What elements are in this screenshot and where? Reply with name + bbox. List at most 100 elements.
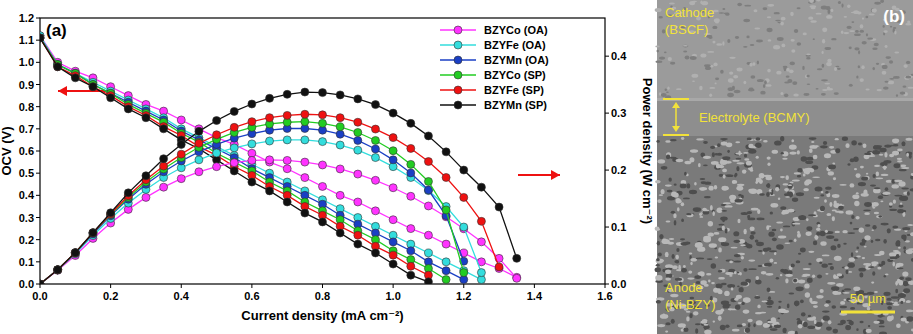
- data-point: [230, 158, 238, 166]
- texture: [689, 253, 693, 255]
- data-point: [213, 149, 221, 157]
- texture: [827, 59, 831, 63]
- y2-tick-label: 0.3: [611, 107, 626, 119]
- texture: [766, 192, 770, 197]
- texture: [883, 166, 887, 169]
- texture: [843, 243, 846, 245]
- data-point: [301, 174, 309, 182]
- texture: [906, 310, 913, 313]
- data-point: [107, 94, 115, 102]
- texture: [831, 9, 834, 12]
- texture: [797, 168, 802, 173]
- x-tick: [605, 284, 606, 288]
- y-axis-label: OCV (V): [0, 126, 14, 175]
- texture: [766, 300, 774, 305]
- texture: [820, 145, 828, 148]
- texture: [690, 56, 697, 60]
- texture: [816, 88, 819, 90]
- texture: [895, 281, 898, 286]
- texture: [854, 201, 859, 206]
- texture: [691, 74, 698, 78]
- texture: [806, 53, 810, 55]
- texture: [803, 93, 809, 96]
- texture: [783, 328, 787, 333]
- texture: [793, 278, 797, 282]
- texture: [835, 66, 839, 68]
- texture: [835, 231, 840, 233]
- texture: [782, 269, 788, 274]
- texture: [876, 215, 882, 218]
- texture: [831, 38, 836, 40]
- texture: [907, 191, 910, 195]
- texture: [893, 200, 896, 204]
- data-point: [389, 251, 397, 259]
- texture: [674, 184, 677, 186]
- texture: [822, 28, 827, 33]
- texture: [874, 165, 880, 167]
- texture: [748, 149, 756, 154]
- texture: [666, 221, 671, 223]
- data-point: [389, 134, 397, 142]
- series-line: [40, 92, 517, 284]
- texture: [657, 324, 665, 327]
- texture: [900, 165, 906, 167]
- texture: [703, 324, 708, 326]
- texture: [744, 154, 747, 158]
- texture: [795, 331, 798, 334]
- arrow-head: [672, 102, 680, 108]
- texture: [708, 37, 712, 39]
- series-line: [40, 38, 428, 282]
- texture: [897, 209, 904, 213]
- texture: [736, 67, 742, 71]
- texture: [658, 252, 662, 256]
- marker-line: [663, 134, 689, 136]
- texture: [871, 282, 874, 284]
- data-point: [301, 158, 309, 166]
- texture: [789, 240, 793, 242]
- legend-label: BZYFe (OA): [484, 39, 546, 51]
- texture: [903, 85, 907, 87]
- texture: [809, 137, 817, 140]
- texture: [703, 210, 710, 212]
- data-point: [513, 274, 521, 282]
- texture: [884, 152, 887, 157]
- texture: [713, 320, 716, 322]
- texture: [846, 26, 851, 29]
- series-line: [40, 160, 517, 284]
- texture: [722, 156, 730, 160]
- texture: [754, 296, 760, 299]
- legend-marker: [454, 71, 462, 79]
- y-tick-label: 0.6: [19, 145, 34, 157]
- texture: [824, 199, 827, 203]
- y-tick: [36, 217, 40, 218]
- data-point: [266, 114, 274, 122]
- texture: [778, 309, 786, 313]
- texture: [831, 305, 836, 309]
- legend-marker: [454, 56, 462, 64]
- texture: [707, 258, 713, 260]
- texture: [701, 181, 707, 184]
- data-point: [177, 175, 185, 183]
- texture: [740, 244, 746, 246]
- data-point: [230, 123, 238, 131]
- texture: [905, 23, 911, 25]
- data-point: [336, 141, 344, 149]
- texture: [726, 174, 733, 176]
- texture: [910, 188, 913, 191]
- texture: [734, 261, 741, 263]
- texture: [706, 273, 711, 276]
- data-point: [160, 162, 168, 170]
- texture: [807, 277, 813, 283]
- texture: [832, 216, 835, 221]
- texture: [800, 300, 804, 304]
- texture: [768, 231, 774, 236]
- data-point: [442, 173, 450, 181]
- texture: [894, 229, 901, 231]
- texture: [846, 270, 849, 275]
- texture: [862, 41, 867, 44]
- texture: [882, 71, 887, 75]
- texture: [712, 26, 717, 29]
- texture: [860, 30, 864, 33]
- texture: [833, 329, 838, 334]
- texture: [715, 257, 718, 259]
